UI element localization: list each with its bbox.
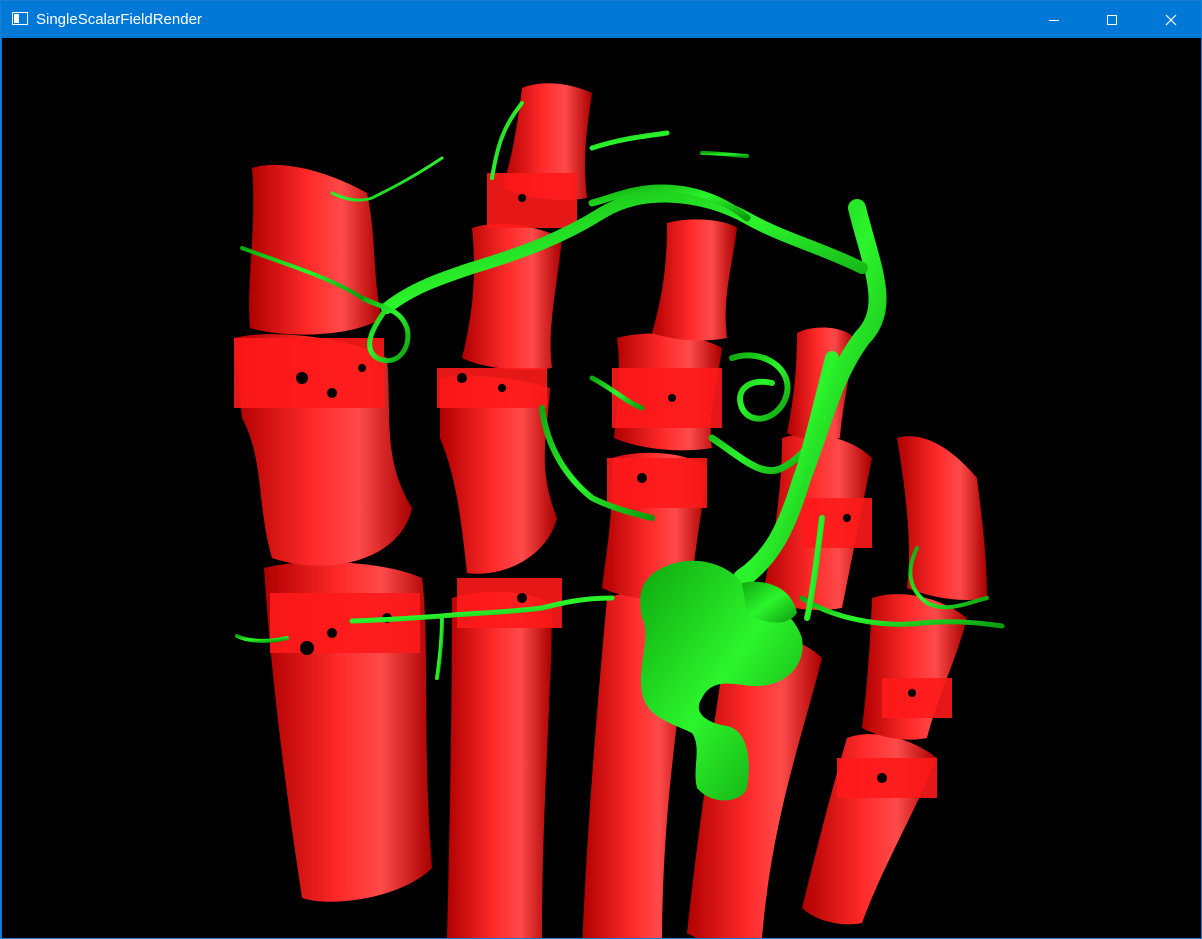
vessel-top bbox=[490, 101, 524, 180]
vessel-right-vertical bbox=[804, 515, 825, 621]
bone-joint-fragments bbox=[234, 173, 952, 798]
vessel-right-1 bbox=[700, 151, 749, 158]
metacarpal-2 bbox=[447, 591, 552, 938]
distal-phalanx-1 bbox=[249, 164, 382, 335]
distal-phalanx-2 bbox=[502, 83, 592, 200]
vessel-right-lower bbox=[799, 595, 1005, 629]
window-title: SingleScalarFieldRender bbox=[36, 11, 202, 28]
metacarpal-4 bbox=[687, 634, 822, 938]
app-window-icon[interactable] bbox=[12, 12, 28, 25]
vessel-upper-arch bbox=[381, 190, 868, 314]
proximal-phalanx-2 bbox=[440, 376, 557, 574]
vessel-upper-arch-2 bbox=[588, 184, 751, 222]
vessel-far-left bbox=[240, 246, 364, 300]
distal-phalanx-3 bbox=[652, 219, 737, 341]
minimize-icon bbox=[1049, 19, 1059, 21]
vessel-lower-left bbox=[349, 595, 615, 624]
vessel-left-mid-2 bbox=[589, 375, 645, 411]
vessel-descending bbox=[740, 351, 839, 585]
distal-phalanx-5 bbox=[897, 436, 987, 600]
minimize-button[interactable] bbox=[1025, 1, 1083, 38]
vessel-lower-left-2 bbox=[435, 616, 444, 680]
maximize-icon bbox=[1107, 14, 1117, 25]
vessel-aneurysm bbox=[640, 560, 803, 801]
render-viewport[interactable] bbox=[2, 38, 1201, 938]
vessel-right-branch bbox=[908, 546, 989, 610]
volume-render-scene bbox=[234, 83, 1005, 938]
vessel-left-branch bbox=[359, 295, 411, 364]
vessel-mid-loop bbox=[729, 352, 791, 422]
close-icon bbox=[1165, 14, 1177, 25]
vessel-top-left bbox=[330, 156, 444, 202]
vessel-isosurface bbox=[235, 101, 1005, 680]
close-button[interactable] bbox=[1142, 1, 1200, 38]
title-bar[interactable]: SingleScalarFieldRender bbox=[1, 1, 1201, 38]
vessel-top-right bbox=[589, 130, 670, 151]
vessel-left-mid bbox=[539, 405, 655, 521]
vessel-lower-left-3 bbox=[235, 634, 289, 643]
maximize-button[interactable] bbox=[1083, 1, 1141, 38]
